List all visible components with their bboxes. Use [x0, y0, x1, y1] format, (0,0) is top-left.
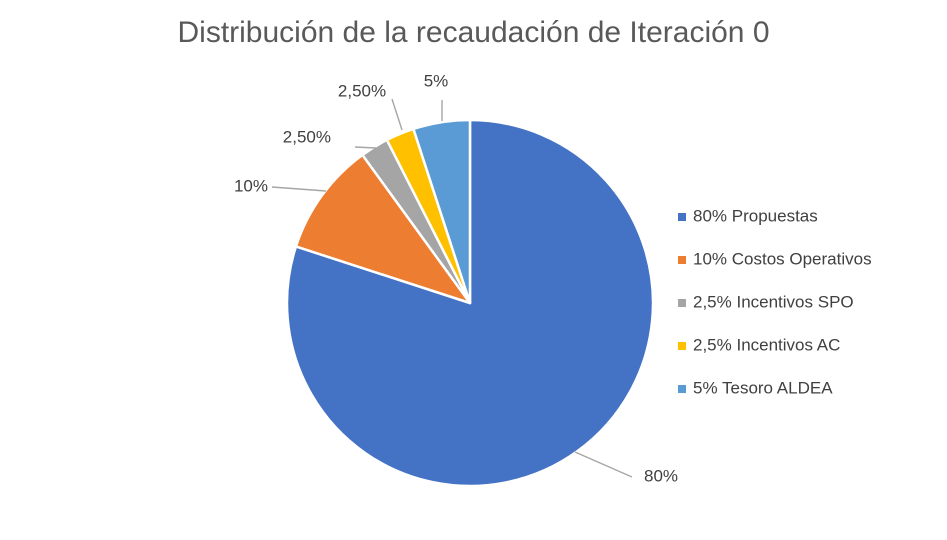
leader-lines — [271, 98, 633, 478]
data-label-3: 2,50% — [283, 127, 331, 146]
chart-title: Distribución de la recaudación de Iterac… — [177, 16, 770, 49]
legend-swatch-5 — [678, 385, 686, 393]
legend-swatch-4 — [678, 342, 686, 350]
pie-slice-5 — [412, 118, 472, 305]
legend-swatch-3 — [678, 299, 686, 307]
legend-label-3: 2,5% Incentivos SPO — [693, 292, 854, 311]
leader-line-4 — [391, 98, 403, 131]
pie-slice-2 — [294, 153, 472, 305]
legend-label-1: 80% Propuestas — [693, 206, 818, 225]
pie-slice-1 — [285, 118, 655, 488]
legend-swatch-2 — [678, 256, 686, 264]
data-label-2: 10% — [234, 176, 268, 195]
data-labels: 80% 10% 2,50% 2,50% 5% — [234, 71, 678, 485]
legend-swatch-1 — [678, 213, 686, 221]
legend-label-5: 5% Tesoro ALDEA — [693, 378, 833, 397]
data-label-4: 2,50% — [338, 81, 386, 100]
leader-line-2 — [271, 186, 327, 192]
leader-line-3 — [354, 146, 377, 149]
legend-label-4: 2,5% Incentivos AC — [693, 335, 840, 354]
pie-slices — [285, 118, 655, 488]
legend: 80% Propuestas 10% Costos Operativos 2,5% … — [678, 206, 872, 397]
leader-line-1 — [574, 451, 633, 478]
data-label-5: 5% — [424, 71, 449, 90]
data-label-1: 80% — [644, 466, 678, 485]
legend-label-2: 10% Costos Operativos — [693, 249, 872, 268]
